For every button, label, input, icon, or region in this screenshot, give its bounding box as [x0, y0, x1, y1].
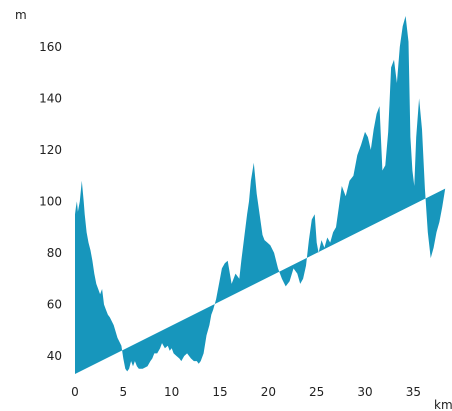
y-tick-label: 160: [39, 40, 62, 54]
y-tick-label: 40: [47, 349, 62, 363]
x-tick-label: 30: [357, 385, 372, 399]
x-tick-label: 25: [309, 385, 324, 399]
y-tick-label: 80: [47, 246, 62, 260]
x-tick-label: 15: [212, 385, 227, 399]
y-tick-label: 100: [39, 194, 62, 208]
x-tick-label: 0: [71, 385, 79, 399]
x-axis-unit: km: [434, 398, 452, 411]
y-tick-label: 120: [39, 143, 62, 157]
x-tick-labels: 0 5 10 15 20 25 30 35: [71, 385, 421, 399]
x-tick-label: 10: [164, 385, 179, 399]
y-tick-label: 140: [39, 91, 62, 105]
y-tick-labels: 40 60 80 100 120 140 160: [39, 40, 62, 363]
x-tick-label: 20: [261, 385, 276, 399]
y-tick-label: 60: [47, 297, 62, 311]
y-axis-unit: m: [15, 8, 27, 22]
x-tick-label: 35: [406, 385, 421, 399]
elevation-area: [75, 16, 446, 374]
x-tick-label: 5: [120, 385, 128, 399]
